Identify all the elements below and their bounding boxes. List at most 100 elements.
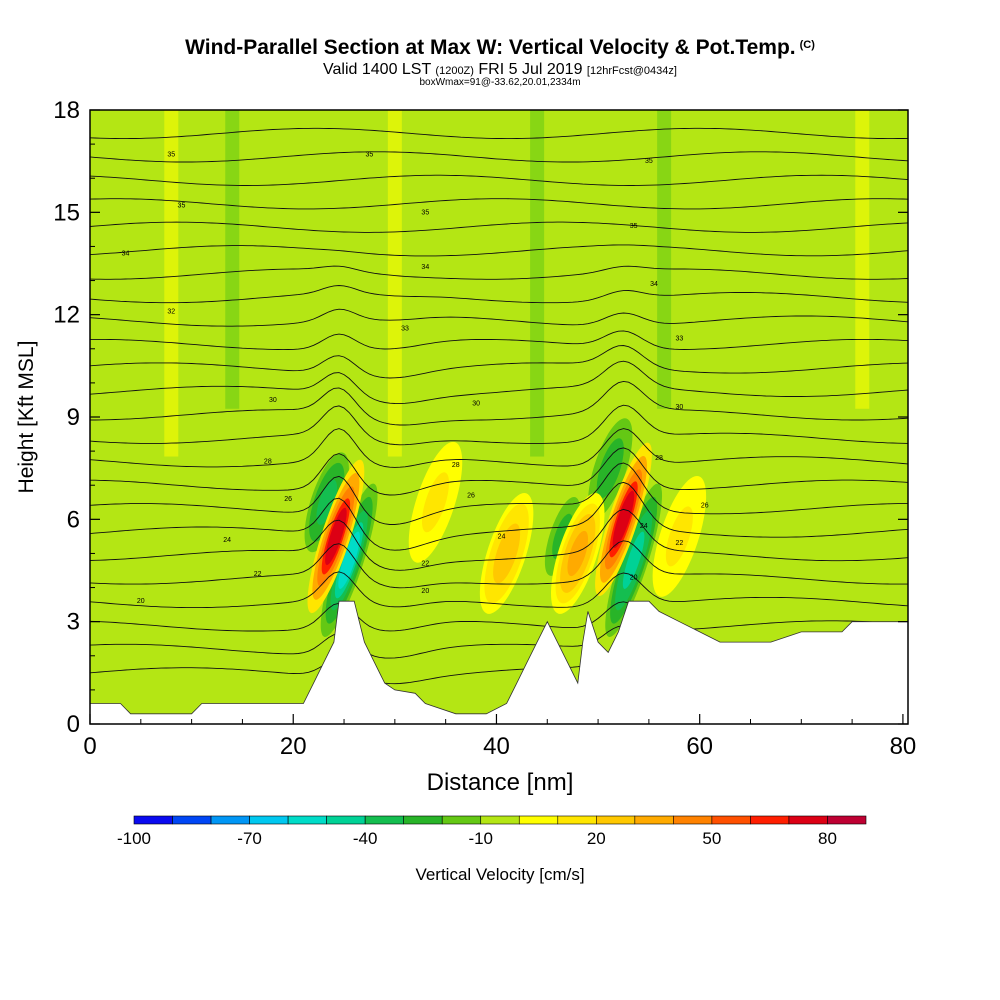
colorbar-swatch: [480, 815, 520, 825]
contour-label: 30: [269, 397, 277, 404]
colorbar-swatch: [711, 815, 751, 825]
theta-contour: [90, 571, 908, 609]
colorbar-swatch: [788, 815, 828, 825]
theta-contour: [90, 244, 908, 257]
colorbar-swatch: [403, 815, 443, 825]
theta-contour: [90, 330, 908, 351]
x-axis-label: Distance [nm]: [427, 769, 574, 796]
velocity-cell: [425, 479, 446, 525]
contour-label: 35: [167, 151, 175, 158]
velocity-cell: [612, 490, 635, 549]
contour-label: 34: [122, 250, 130, 257]
colorbar-tick-label: -40: [353, 829, 378, 848]
x-tick-label: 80: [890, 733, 917, 760]
theta-contour: [90, 285, 908, 304]
contour-label: 30: [675, 404, 683, 411]
contour-label: 30: [472, 400, 480, 407]
colorbar-swatch: [634, 815, 674, 825]
velocity-streak: [657, 110, 672, 409]
contour-label: 22: [421, 561, 429, 568]
colorbar-tick-label: 20: [587, 829, 606, 848]
x-tick-label: 40: [483, 733, 510, 760]
theta-contour: [90, 380, 908, 426]
velocity-streak: [164, 110, 179, 457]
colorbar-swatch: [557, 815, 597, 825]
y-tick-label: 9: [67, 404, 80, 431]
x-tick-label: 20: [280, 733, 307, 760]
colorbar-swatch: [210, 815, 250, 825]
theta-contour: [90, 404, 908, 446]
velocity-cell: [567, 530, 589, 577]
theta-contour: [90, 127, 908, 140]
velocity-cell: [622, 531, 645, 589]
contour-label: 24: [640, 523, 648, 530]
colorbar-label: Vertical Velocity [cm/s]: [415, 865, 584, 884]
colorbar-tick-label: -100: [117, 829, 151, 848]
contour-label: 35: [421, 209, 429, 216]
colorbar-swatch: [172, 815, 212, 825]
contour-label: 20: [137, 598, 145, 605]
theta-contour: [90, 481, 908, 551]
velocity-streak: [387, 110, 402, 457]
theta-contour: [90, 265, 908, 280]
y-tick-label: 18: [53, 97, 80, 124]
contour-label: 20: [630, 574, 638, 581]
y-tick-label: 12: [53, 302, 80, 329]
contour-label: 22: [254, 571, 262, 578]
colorbar-tick-label: -70: [237, 829, 262, 848]
chart-subtitle: Valid 1400 LST (1200Z) FRI 5 Jul 2019 [1…: [323, 61, 677, 78]
contour-label: 33: [675, 336, 683, 343]
velocity-streak: [855, 110, 870, 409]
theta-contour: [90, 428, 908, 468]
contour-label: 26: [284, 496, 292, 503]
velocity-cell: [552, 513, 573, 560]
velocity-cell: [338, 531, 360, 589]
contour-label: 20: [421, 588, 429, 595]
colorbar-swatch: [596, 815, 636, 825]
contour-label: 35: [630, 223, 638, 230]
colorbar-swatch: [518, 815, 559, 825]
contour-label: 26: [467, 492, 475, 499]
colorbar-swatch: [673, 815, 713, 825]
contour-label: 35: [645, 158, 653, 165]
contour-label: 34: [650, 281, 658, 288]
contour-label: 22: [675, 540, 683, 547]
colorbar-tick-label: -10: [468, 829, 493, 848]
terrain-mask: [90, 601, 908, 724]
theta-contour: [90, 221, 908, 233]
contour-label: 24: [223, 537, 231, 544]
theta-contour: [90, 360, 908, 405]
velocity-streak: [530, 110, 545, 457]
colorbar-swatch: [827, 815, 867, 825]
terrain-outline: [90, 600, 908, 724]
colorbar-swatch: [133, 815, 173, 825]
theta-contour: [90, 174, 908, 186]
y-axis-label: Height [Kft MSL]: [15, 341, 38, 494]
y-tick-label: 0: [67, 711, 80, 738]
chart-boxinfo: boxWmax=91@-33.62,20.01,2334m: [419, 77, 581, 88]
colorbar-swatch: [364, 815, 404, 825]
contour-label: 33: [401, 325, 409, 332]
theta-contour: [90, 447, 908, 496]
contour-label: 24: [498, 533, 506, 540]
velocity-cell: [496, 530, 517, 577]
contour-label: 35: [178, 203, 186, 210]
colorbar-swatch: [750, 815, 790, 825]
colorbar-swatch: [326, 815, 366, 825]
theta-contour: [90, 462, 908, 525]
colorbar-tick-label: 80: [818, 829, 837, 848]
y-tick-label: 3: [67, 609, 80, 636]
contour-label: 32: [167, 308, 175, 315]
x-tick-label: 0: [83, 733, 96, 760]
contour-label: 28: [264, 458, 272, 465]
theta-contour: [90, 198, 908, 210]
theta-contour: [90, 508, 908, 571]
velocity-streak: [225, 110, 240, 409]
colorbar-swatch: [287, 815, 327, 825]
x-tick-label: 60: [686, 733, 713, 760]
colorbar-swatch: [441, 815, 482, 825]
contour-label: 26: [701, 503, 709, 510]
velocity-cell: [325, 507, 347, 566]
contour-label: 28: [452, 462, 460, 469]
theta-contour: [90, 345, 908, 379]
